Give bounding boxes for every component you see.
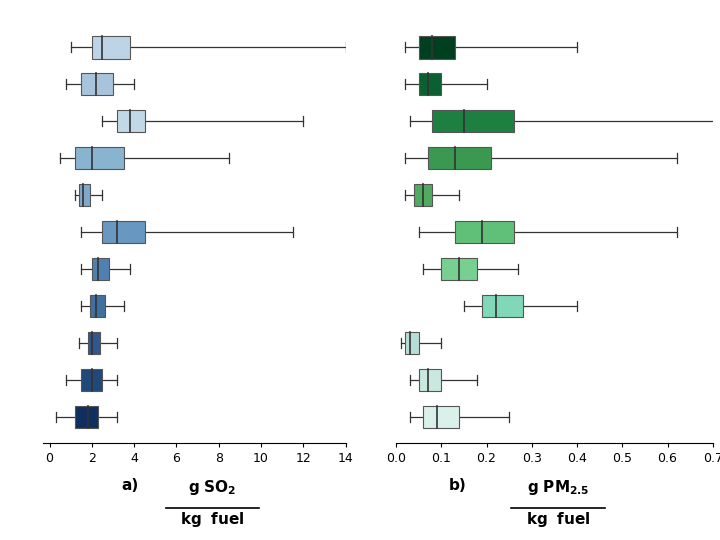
- Text: b): b): [449, 478, 466, 493]
- Bar: [418, 36, 455, 58]
- Bar: [405, 332, 418, 354]
- Bar: [423, 406, 459, 428]
- Bar: [117, 110, 145, 132]
- Bar: [90, 295, 104, 317]
- Bar: [432, 110, 513, 132]
- Bar: [75, 406, 98, 428]
- Text: $\mathbf{g\ PM_{2.5}}$: $\mathbf{g\ PM_{2.5}}$: [527, 478, 589, 497]
- Bar: [441, 258, 477, 280]
- Bar: [418, 73, 441, 96]
- Bar: [428, 147, 491, 170]
- Bar: [81, 73, 113, 96]
- Text: $\mathbf{kg\ \ fuel}$: $\mathbf{kg\ \ fuel}$: [180, 510, 245, 529]
- Text: $\mathbf{g\ SO_2}$: $\mathbf{g\ SO_2}$: [188, 478, 237, 497]
- Text: a): a): [121, 478, 138, 493]
- Bar: [88, 332, 100, 354]
- Bar: [482, 295, 523, 317]
- Bar: [455, 221, 513, 244]
- Bar: [102, 221, 145, 244]
- Bar: [418, 369, 441, 391]
- Bar: [92, 258, 109, 280]
- Bar: [414, 184, 432, 206]
- Bar: [75, 147, 124, 170]
- Bar: [79, 184, 90, 206]
- Bar: [81, 369, 102, 391]
- Text: $\mathbf{kg\ \ fuel}$: $\mathbf{kg\ \ fuel}$: [526, 510, 590, 529]
- Bar: [92, 36, 130, 58]
